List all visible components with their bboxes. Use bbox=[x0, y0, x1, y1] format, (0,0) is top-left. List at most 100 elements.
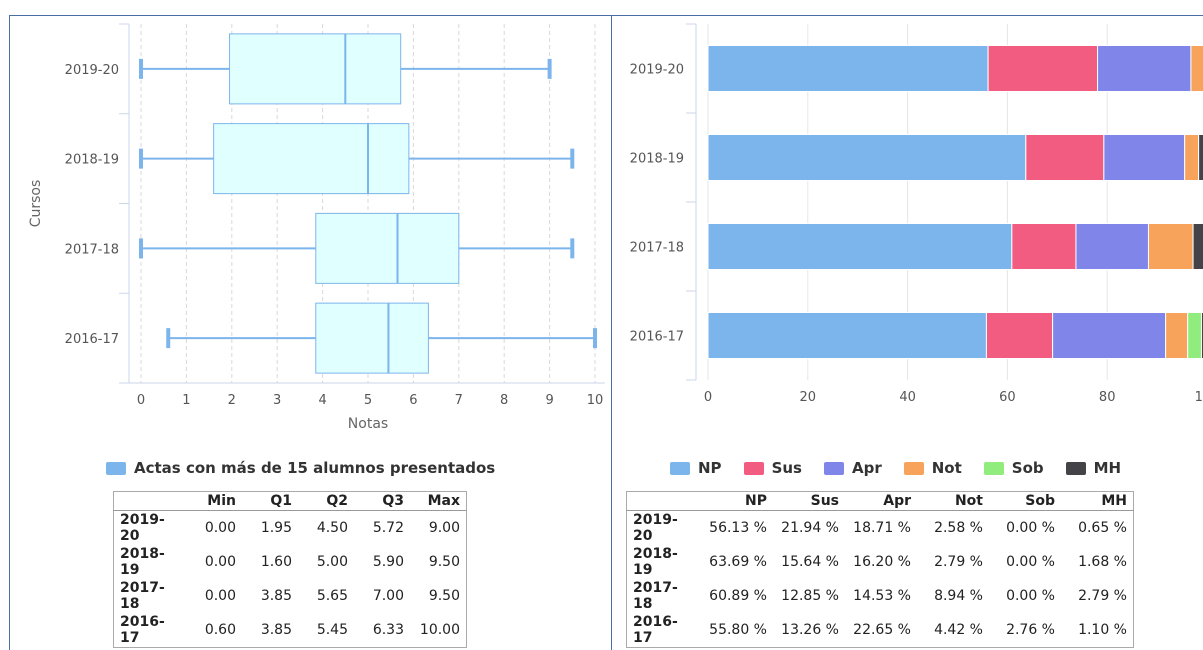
table-row: 2016-17 55.80 % 13.26 % 22.65 % 4.42 % 2.76 %… bbox=[627, 613, 1134, 648]
x-tick-label: 0 bbox=[137, 393, 145, 408]
column-header: MH bbox=[1061, 491, 1134, 511]
y-tick-label: 2019-20 bbox=[65, 63, 119, 78]
x-tick-label: 10 bbox=[587, 393, 604, 408]
column-header: Apr bbox=[845, 491, 917, 511]
table-cell: 55.80 % bbox=[709, 622, 767, 638]
table-cell: 7.00 bbox=[372, 588, 404, 604]
column-header: Q3 bbox=[354, 491, 410, 511]
boxplot-stats-table: Min Q1 Q2 Q3 Max 2019-20 0.00 1.95 4.50 5.72 9.00 2… bbox=[113, 491, 467, 648]
table-row: 2018-19 0.00 1.60 5.00 5.90 9.50 bbox=[114, 545, 467, 579]
legend-label: Apr bbox=[851, 459, 882, 477]
bar-segment-mh bbox=[1192, 223, 1203, 270]
percentages-table: NP Sus Apr Not Sob MH 2019-20 56.13 % 21.94 % 18.… bbox=[626, 491, 1134, 648]
table-cell: 21.94 % bbox=[781, 520, 839, 536]
bar-segment-np bbox=[707, 45, 989, 92]
table-cell: 2.58 % bbox=[934, 520, 983, 536]
legend-label: Not bbox=[931, 459, 962, 477]
row-header: 2018-19 bbox=[633, 546, 678, 578]
stacked-bar-panel: 0204060801002019-202018-192017-182016-17… bbox=[612, 15, 1203, 650]
table-header-row: Min Q1 Q2 Q3 Max bbox=[113, 491, 467, 511]
table-cell: 0.00 bbox=[204, 520, 236, 536]
table-cell: 13.26 % bbox=[781, 622, 839, 638]
bar-segment-apr bbox=[1103, 134, 1186, 181]
table-cell: 6.33 bbox=[372, 622, 404, 638]
x-tick-label: 5 bbox=[364, 393, 372, 408]
column-header: Not bbox=[917, 491, 989, 511]
row-header: 2017-18 bbox=[120, 580, 165, 612]
table-cell: 5.72 bbox=[372, 520, 404, 536]
legend-swatch bbox=[1065, 461, 1086, 475]
box-2017-18 bbox=[139, 212, 575, 284]
table-cell: 2.76 % bbox=[1006, 622, 1055, 638]
legend-item-apr[interactable]: Apr bbox=[823, 459, 882, 477]
bar-segment-not bbox=[1190, 45, 1203, 92]
bar-segment-np bbox=[707, 134, 1027, 181]
row-header: 2019-20 bbox=[633, 512, 678, 544]
box-2019-20 bbox=[139, 33, 552, 105]
box-iqr bbox=[229, 33, 402, 105]
table-cell: 5.65 bbox=[316, 588, 348, 604]
table-cell: 1.95 bbox=[260, 520, 292, 536]
column-header bbox=[626, 491, 701, 511]
table-cell: 5.90 bbox=[372, 554, 404, 570]
table-cell: 1.60 bbox=[260, 554, 292, 570]
table-row: 2019-20 56.13 % 21.94 % 18.71 % 2.58 % 0.00 %… bbox=[627, 511, 1134, 546]
y-tick-label: 2018-19 bbox=[65, 153, 119, 168]
row-header: 2016-17 bbox=[120, 614, 165, 646]
table-cell: 14.53 % bbox=[853, 588, 911, 604]
legend-item-mh[interactable]: MH bbox=[1065, 459, 1122, 477]
legend-label: Sus bbox=[771, 459, 802, 477]
box-2018-19 bbox=[139, 123, 575, 195]
table-cell: 0.00 % bbox=[1006, 520, 1055, 536]
x-tick-label: 0 bbox=[704, 390, 712, 405]
table-cell: 56.13 % bbox=[709, 520, 767, 536]
legend-item-sob[interactable]: Sob bbox=[983, 459, 1044, 477]
bar-segment-np bbox=[707, 312, 987, 359]
table-cell: 0.00 bbox=[204, 554, 236, 570]
column-header: Max bbox=[410, 491, 467, 511]
boxplot-legend[interactable]: Actas con más de 15 alumnos presentados bbox=[106, 459, 495, 477]
table-row: 2016-17 0.60 3.85 5.45 6.33 10.00 bbox=[114, 613, 467, 648]
row-header: 2018-19 bbox=[120, 546, 165, 578]
x-tick-label: 2 bbox=[228, 393, 236, 408]
table-cell: 10.00 bbox=[419, 622, 460, 638]
bar-segment-sob bbox=[1187, 312, 1202, 359]
table-row: 2019-20 0.00 1.95 4.50 5.72 9.00 bbox=[114, 511, 467, 546]
table-cell: 22.65 % bbox=[853, 622, 911, 638]
stacked-bar-legend: NP Sus Apr Not Sob MH bbox=[670, 459, 1121, 477]
table-cell: 63.69 % bbox=[709, 554, 767, 570]
bar-segment-np bbox=[707, 223, 1013, 270]
table-cell: 0.00 bbox=[204, 588, 236, 604]
table-cell: 8.94 % bbox=[934, 588, 983, 604]
y-axis-title: Cursos bbox=[28, 180, 44, 228]
x-tick-label: 7 bbox=[455, 393, 463, 408]
column-header: Q1 bbox=[242, 491, 298, 511]
table-cell: 2.79 % bbox=[934, 554, 983, 570]
column-header: Min bbox=[186, 491, 242, 511]
legend-item-not[interactable]: Not bbox=[903, 459, 962, 477]
boxplot-chart: 0 1 2 3 4 5 6 7 8 9 10 Notas Cursos 2019-20 2018-19 201… bbox=[28, 23, 605, 432]
table-cell: 18.71 % bbox=[853, 520, 911, 536]
table-cell: 5.00 bbox=[316, 554, 348, 570]
table-row: 2017-18 0.00 3.85 5.65 7.00 9.50 bbox=[114, 579, 467, 613]
legend-item-sus[interactable]: Sus bbox=[743, 459, 802, 477]
y-tick-label: 2016-17 bbox=[65, 332, 119, 347]
box-iqr bbox=[315, 302, 429, 374]
column-header: Sus bbox=[773, 491, 845, 511]
bar-segment-not bbox=[1165, 312, 1189, 359]
y-tick-label: 2016-17 bbox=[630, 330, 684, 345]
table-cell: 9.50 bbox=[428, 554, 460, 570]
box-iqr bbox=[315, 212, 460, 284]
legend-item-np[interactable]: NP bbox=[670, 459, 722, 477]
legend-label: Actas con más de 15 alumnos presentados bbox=[134, 459, 496, 477]
row-header: 2016-17 bbox=[633, 614, 678, 646]
legend-swatch bbox=[106, 461, 126, 475]
bar-segment-not bbox=[1147, 223, 1194, 270]
table-cell: 2.79 % bbox=[1078, 588, 1127, 604]
legend-label: MH bbox=[1093, 459, 1122, 477]
table-cell: 5.45 bbox=[316, 622, 348, 638]
x-axis-title: Notas bbox=[348, 416, 388, 432]
x-tick-label: 8 bbox=[500, 393, 508, 408]
column-header bbox=[113, 491, 186, 511]
table-row: 2018-19 63.69 % 15.64 % 16.20 % 2.79 % 0.00 %… bbox=[627, 545, 1134, 579]
